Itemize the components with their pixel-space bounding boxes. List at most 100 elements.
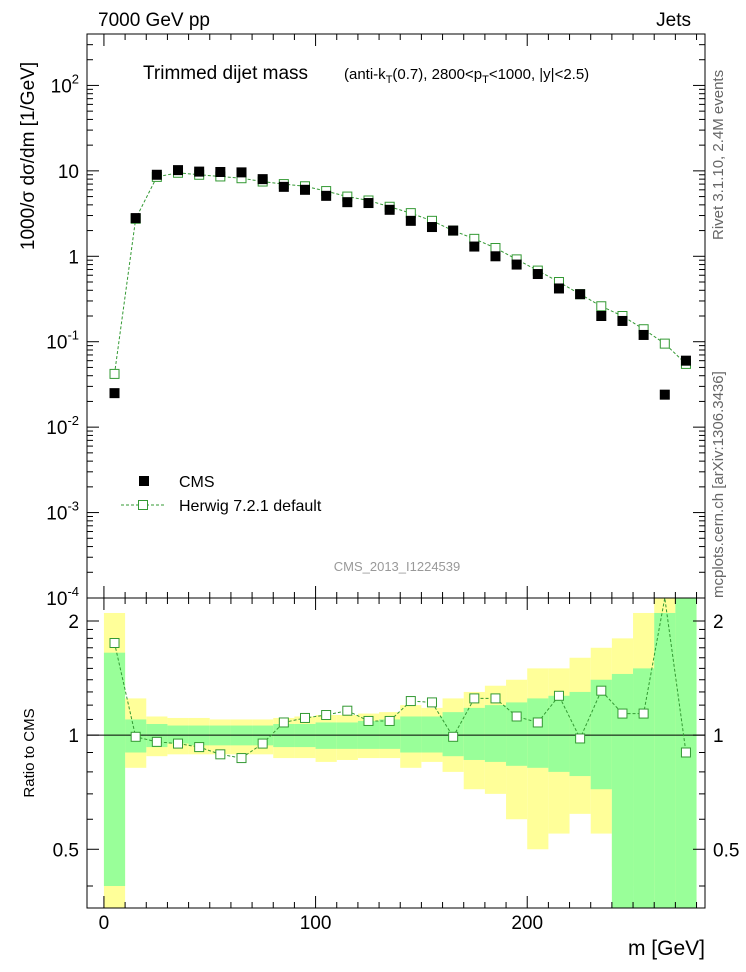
ratio-point <box>257 738 268 749</box>
legend-herwig-label: Herwig 7.2.1 default <box>179 498 322 515</box>
ratio-point <box>469 693 480 704</box>
ratio-point <box>215 749 226 760</box>
stat-uncertainty-band <box>379 719 401 749</box>
header-left: 7000 GeV pp <box>98 10 210 31</box>
ratio-line <box>114 597 687 759</box>
main-y-axis-label: 1000/σ dσ/dm [1/GeV] <box>18 62 39 250</box>
main-subtitle: (anti-kT(0.7), 2800<pT<1000, |y|<2.5) <box>344 66 589 86</box>
cms-point <box>257 174 268 185</box>
legend-herwig-marker <box>138 500 148 510</box>
herwig-point <box>490 243 501 254</box>
main-y-tick-label: 10-2 <box>46 413 79 439</box>
ratio-point <box>448 731 459 742</box>
main-y-tick-label: 102 <box>51 71 79 97</box>
herwig-point <box>109 368 120 379</box>
legend-cms-marker <box>139 476 149 486</box>
stat-uncertainty-band <box>315 722 337 749</box>
cms-point <box>469 241 480 252</box>
stat-uncertainty-band <box>103 652 126 887</box>
stat-uncertainty-band <box>336 722 358 749</box>
ratio-y-tick-label-left: 1 <box>68 726 79 747</box>
x-tick-label: 200 <box>511 913 543 934</box>
ratio-frame <box>86 597 706 909</box>
ratio-point <box>638 708 649 719</box>
ratio-point <box>236 753 247 764</box>
cms-point <box>448 225 459 236</box>
ratio-point <box>384 715 395 726</box>
cms-point <box>215 166 226 177</box>
ratio-point <box>426 697 437 708</box>
cms-point <box>342 197 353 208</box>
legend: CMS Herwig 7.2.1 default <box>121 474 322 515</box>
ratio-point <box>173 738 184 749</box>
ratio-point <box>299 712 310 723</box>
ratio-ticks: 0.5 0.5 1 1 2 2 0 100 200 <box>53 598 739 934</box>
cms-point <box>299 184 310 195</box>
cms-point <box>617 315 628 326</box>
x-tick-label: 0 <box>99 913 110 934</box>
ratio-y-tick-label-right: 2 <box>713 612 724 633</box>
ratio-point <box>553 690 564 701</box>
stat-uncertainty-band <box>463 707 485 760</box>
ratio-y-tick-label-left: 2 <box>68 612 79 633</box>
main-plot-layer <box>109 165 691 400</box>
ratio-point <box>363 715 374 726</box>
cms-point <box>321 190 332 201</box>
stat-uncertainty-band <box>421 716 443 753</box>
cms-point <box>384 204 395 215</box>
ratio-band-layer <box>87 598 705 908</box>
main-panel: 10-4 10-3 10-2 10-1 1 10 102 Trimmed dijet mas… <box>18 33 706 610</box>
stat-uncertainty-band <box>548 695 570 772</box>
main-y-tick-label: 10-3 <box>46 499 79 525</box>
stat-uncertainty-band <box>590 679 612 790</box>
cms-point <box>236 167 247 178</box>
cms-point <box>173 165 184 176</box>
ratio-point <box>194 742 205 753</box>
ratio-point <box>321 710 332 721</box>
herwig-point <box>596 301 607 312</box>
mcplots-label: mcplots.cern.ch [arXiv:1306.3436] <box>710 371 727 598</box>
herwig-line <box>114 172 687 374</box>
cms-point <box>490 251 501 262</box>
ratio-point <box>680 747 691 758</box>
ratio-y-tick-label-left: 0.5 <box>53 840 79 861</box>
main-y-tick-label: 10-1 <box>46 328 79 354</box>
ratio-y-tick-label-right: 1 <box>713 726 724 747</box>
watermark: CMS_2013_I1224539 <box>334 559 461 574</box>
ratio-y-tick-label-right: 0.5 <box>713 840 739 861</box>
x-axis-label: m [GeV] <box>628 937 705 960</box>
stat-uncertainty-band <box>611 673 634 908</box>
cms-point <box>130 213 141 224</box>
stat-uncertainty-band <box>400 716 422 753</box>
cms-point <box>553 283 564 294</box>
cms-point <box>638 329 649 340</box>
ratio-point <box>278 717 289 728</box>
stat-uncertainty-band <box>527 698 549 768</box>
cms-point <box>532 269 543 280</box>
ratio-point <box>109 637 120 648</box>
legend-cms-label: CMS <box>179 474 215 491</box>
cms-point <box>405 215 416 226</box>
cms-point <box>109 388 120 399</box>
cms-point <box>426 222 437 233</box>
cms-point <box>596 311 607 321</box>
stat-uncertainty-band <box>484 705 507 762</box>
stat-uncertainty-band <box>654 612 676 908</box>
ratio-point <box>575 733 586 744</box>
cms-point <box>278 181 289 192</box>
cms-point <box>680 355 691 366</box>
cms-point <box>511 259 522 270</box>
cms-point <box>363 198 374 209</box>
cms-point <box>575 289 586 300</box>
herwig-point <box>659 338 670 349</box>
stat-uncertainty-band <box>167 725 189 744</box>
ratio-point <box>130 731 141 742</box>
rivet-label: Rivet 3.1.10, 2.4M events <box>710 70 727 240</box>
ratio-point <box>532 717 543 728</box>
ratio-plot-layer <box>109 597 691 764</box>
main-title: Trimmed dijet mass <box>143 63 308 84</box>
header-right: Jets <box>656 10 691 31</box>
ratio-point <box>405 696 416 707</box>
main-y-tick-label: 10-4 <box>46 584 79 610</box>
